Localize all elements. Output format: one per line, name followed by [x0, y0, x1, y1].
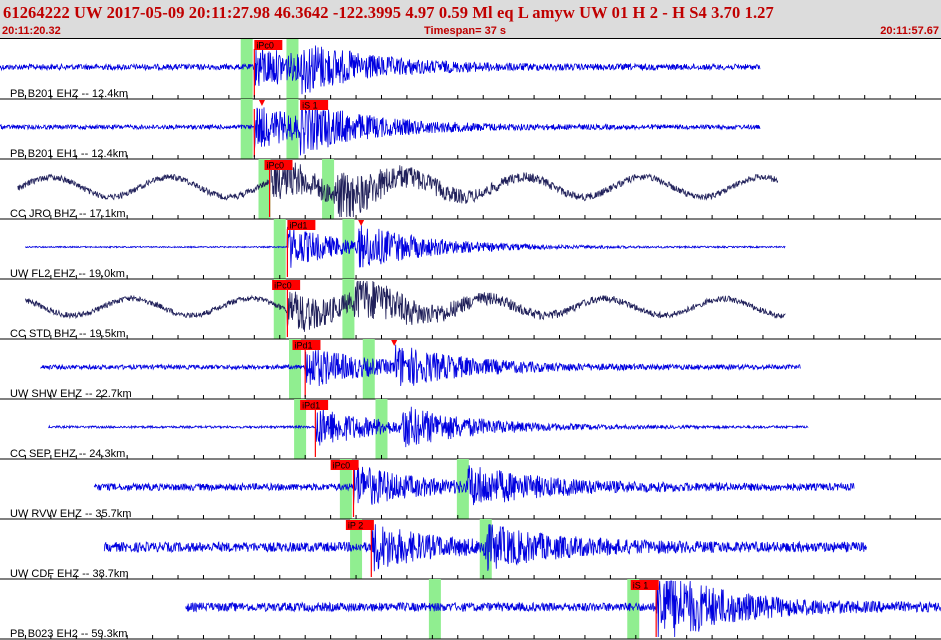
phase-pick-flag[interactable] [300, 100, 329, 110]
time-window-marker [289, 339, 302, 399]
trace-panel[interactable]: iPc0 CC STD BHZ -- 19.5km [0, 279, 941, 340]
phase-pick-flag[interactable] [300, 400, 329, 410]
time-window-marker [258, 159, 271, 219]
phase-pick-label: iPc0 [274, 281, 292, 291]
time-window-marker [273, 219, 286, 279]
phase-pick-flag[interactable] [272, 280, 301, 290]
phase-pick-label: iPc0 [266, 161, 284, 171]
pick-marker-triangle [391, 340, 398, 346]
phase-pick-label: iPd1 [302, 401, 320, 411]
phase-pick-label: iS 1 [633, 581, 649, 591]
phase-pick-label: iPd1 [294, 341, 312, 351]
time-window-marker [428, 579, 441, 639]
phase-pick-flag[interactable] [287, 220, 316, 230]
trace-panel[interactable]: iPd1 CC SEP EHZ -- 24.3km [0, 399, 941, 460]
trace-panel[interactable]: iPc0 CC JRO BHZ -- 17.1km [0, 159, 941, 220]
phase-pick-flag[interactable] [254, 40, 283, 50]
phase-pick-flag[interactable] [264, 160, 293, 170]
waveform [0, 100, 761, 156]
waveform [17, 160, 779, 218]
station-label: CC JRO BHZ -- 17.1km [10, 208, 126, 220]
phase-pick-label: iPc0 [256, 41, 274, 51]
trace-panel[interactable]: iP 2 UW CDF EHZ -- 38.7km [0, 519, 941, 580]
waveform [93, 465, 855, 506]
trace-panel[interactable]: iS 1 PB B023 EH2 -- 59.3km [0, 579, 941, 640]
phase-pick-flag[interactable] [292, 340, 321, 350]
waveform [103, 523, 868, 572]
phase-pick-label: iPd1 [289, 221, 307, 231]
event-title: 61264222 UW 2017-05-09 20:11:27.98 46.36… [3, 3, 774, 22]
station-label: UW RVW EHZ -- 35.7km [10, 508, 131, 520]
trace-panel[interactable]: iPd1 UW SHW EHZ -- 22.7km [0, 339, 941, 400]
trace-panel[interactable]: iPc0 PB B201 EHZ -- 12.4km [0, 39, 941, 100]
pick-marker-triangle [358, 220, 365, 226]
seismogram-plot[interactable]: iPc0 PB B201 EHZ -- 12.4km iS 1 PB B201 EH1… [0, 39, 941, 640]
waveform [25, 280, 786, 332]
phase-pick-flag[interactable] [330, 460, 359, 470]
phase-pick-label: iS 1 [302, 101, 318, 111]
time-window-marker [375, 399, 388, 459]
timespan-label: Timespan= 37 s [424, 25, 507, 37]
station-label: PB B201 EH1 -- 12.4km [10, 148, 127, 160]
phase-pick-label: iP 2 [348, 521, 363, 531]
station-label: UW CDF EHZ -- 38.7km [10, 568, 129, 580]
station-label: CC SEP EHZ -- 24.3km [10, 448, 125, 460]
event-header: 61264222 UW 2017-05-09 20:11:27.98 46.36… [0, 0, 941, 39]
station-label: CC STD BHZ -- 19.5km [10, 328, 126, 340]
waveform [40, 344, 801, 387]
time-window-marker [294, 399, 307, 459]
time-window-marker [456, 459, 469, 519]
phase-pick-flag[interactable] [630, 580, 659, 590]
trace-panel[interactable]: iS 1 PB B201 EH1 -- 12.4km [0, 99, 941, 160]
waveform [48, 406, 809, 448]
start-time-label: 20:11:20.32 [2, 25, 61, 37]
station-label: UW SHW EHZ -- 22.7km [10, 388, 132, 400]
time-window-marker [240, 99, 253, 159]
time-window-marker [240, 39, 253, 99]
time-window-marker [286, 99, 299, 159]
station-label: PB B201 EHZ -- 12.4km [10, 88, 128, 100]
waveform [0, 45, 761, 95]
phase-pick-flag[interactable] [345, 520, 374, 530]
station-label: PB B023 EH2 -- 59.3km [10, 628, 127, 640]
trace-panel[interactable]: iPc0 UW RVW EHZ -- 35.7km [0, 459, 941, 520]
waveform [25, 225, 786, 268]
time-window-marker [342, 279, 355, 339]
end-time-label: 20:11:57.67 [880, 25, 939, 37]
trace-panel[interactable]: iPd1 UW FL2 EHZ -- 19.0km [0, 219, 941, 280]
station-label: UW FL2 EHZ -- 19.0km [10, 268, 125, 280]
waveform [185, 580, 941, 638]
phase-pick-label: iPc0 [333, 461, 351, 471]
pick-marker-triangle [258, 100, 265, 106]
time-window-marker [322, 159, 335, 219]
